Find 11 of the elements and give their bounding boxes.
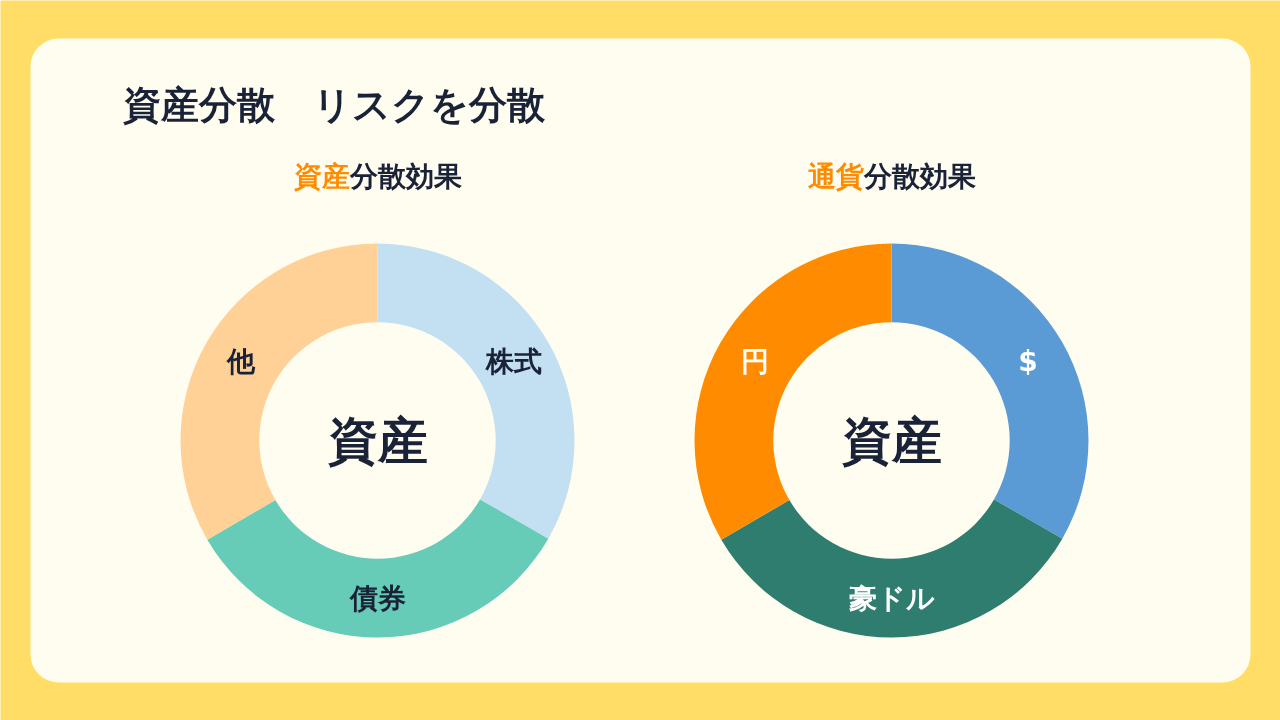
text: 資産 bbox=[327, 411, 428, 470]
slice-label: 円 bbox=[740, 345, 769, 379]
text: 資産 bbox=[841, 411, 942, 470]
slice-label: $ bbox=[1018, 345, 1038, 379]
slice-label: 株式 bbox=[484, 345, 542, 379]
text: 資産分散 リスクを分散 bbox=[122, 82, 546, 127]
chart-title: 通貨分散効果 bbox=[807, 160, 976, 193]
slice-label: 債券 bbox=[349, 581, 406, 615]
slice-label: 他 bbox=[225, 345, 256, 379]
slice-label: 豪ドル bbox=[849, 581, 935, 615]
chart-title: 資産分散効果 bbox=[292, 160, 462, 193]
